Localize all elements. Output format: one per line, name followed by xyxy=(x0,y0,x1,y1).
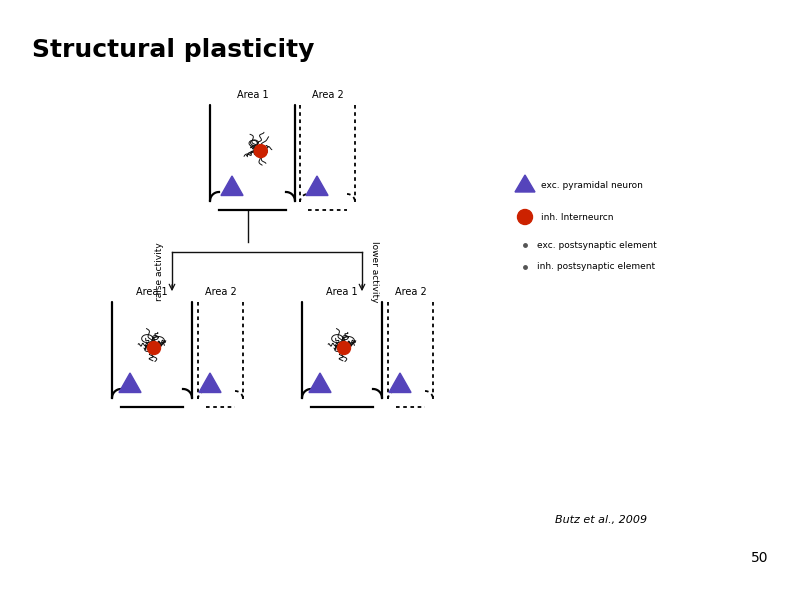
Polygon shape xyxy=(515,175,535,192)
Text: 50: 50 xyxy=(751,551,769,565)
Text: exc. pyramidal neuron: exc. pyramidal neuron xyxy=(541,180,643,189)
Circle shape xyxy=(518,209,533,224)
Text: raise activity: raise activity xyxy=(156,243,164,302)
Text: Area 1: Area 1 xyxy=(326,287,358,297)
Polygon shape xyxy=(119,373,141,393)
Circle shape xyxy=(254,145,268,158)
Text: exc. postsynaptic element: exc. postsynaptic element xyxy=(537,240,657,249)
Polygon shape xyxy=(221,176,243,196)
Text: Area 1: Area 1 xyxy=(237,90,268,100)
Polygon shape xyxy=(389,373,411,393)
Polygon shape xyxy=(306,176,328,196)
Text: inh. postsynaptic element: inh. postsynaptic element xyxy=(537,262,655,271)
Text: Area 2: Area 2 xyxy=(205,287,237,297)
Polygon shape xyxy=(199,373,221,393)
Text: Area 1: Area 1 xyxy=(137,287,168,297)
Text: Butz et al., 2009: Butz et al., 2009 xyxy=(555,515,647,525)
Text: Structural plasticity: Structural plasticity xyxy=(32,38,314,62)
Circle shape xyxy=(337,342,350,355)
Text: lower activity: lower activity xyxy=(369,241,379,303)
Text: Area 2: Area 2 xyxy=(395,287,426,297)
Polygon shape xyxy=(309,373,331,393)
Text: inh. Interneurcn: inh. Interneurcn xyxy=(541,212,614,221)
Circle shape xyxy=(148,342,160,355)
Text: Area 2: Area 2 xyxy=(311,90,343,100)
